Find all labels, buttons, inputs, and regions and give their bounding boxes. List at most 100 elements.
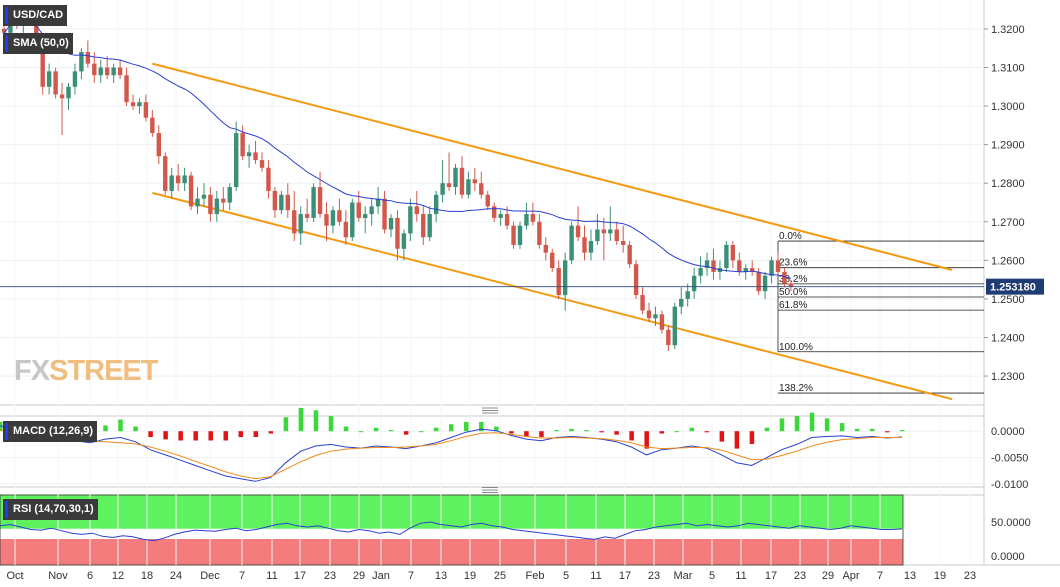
last-price-badge [986,278,1044,295]
time-tick-label: Mar [674,570,693,582]
candle-body [221,198,226,203]
candle [240,125,245,161]
candle [646,302,652,323]
candle [201,183,207,207]
candle [46,63,52,95]
candle [285,183,290,218]
candle [511,221,516,249]
rsi-oversold-zone [0,539,903,565]
candle-body [92,63,97,76]
candle-body [234,133,239,188]
candle [272,187,278,218]
candle [143,94,149,122]
candle [775,252,781,276]
channel-upper-line[interactable] [152,62,953,271]
rsi-color-marker [5,501,8,518]
candle-body [317,187,323,215]
macd-tick-label: -0.0050 [991,453,1028,465]
candle-body [782,271,787,284]
candle-body [240,133,245,157]
macd-histogram-bar [494,426,499,432]
time-tick-label: 19 [934,570,946,582]
candle-body [292,210,297,234]
candle-body [627,244,632,265]
channel-lower-line[interactable] [152,191,953,401]
candle [169,167,174,199]
macd-histogram-bar [208,431,213,441]
candle [408,198,413,242]
candle-body [137,102,142,107]
candle-body [691,275,697,292]
candle-body [227,187,232,203]
macd-histogram-bar [809,412,815,432]
macd-histogram-bar [253,431,259,437]
candle [401,229,407,261]
macd-histogram-bar [794,416,800,432]
macd-histogram-bar [884,431,890,433]
candle-body [704,260,710,269]
candle-body [498,214,503,218]
rsi-tick-label: 0.0000 [991,551,1025,563]
time-tick-label: 5 [563,570,569,582]
candle [156,125,161,164]
candle [730,241,736,269]
sma-legend[interactable]: SMA (50,0) [3,33,73,54]
candle-body [614,229,619,242]
candle [324,202,329,242]
macd-histogram-bar [599,431,604,433]
fib-level-label: 38.2% [779,274,807,285]
price-tick-label: 1.2300 [991,371,1025,383]
candle-body [672,306,677,346]
candle [640,287,645,315]
macd-histogram-bar [148,431,153,437]
candle-body [111,67,116,76]
candle [685,283,690,307]
macd-histogram-bar [869,428,875,432]
rsi-legend[interactable]: RSI (14,70,30,1) [3,499,98,520]
candle [524,202,529,230]
candle-body [537,221,542,245]
candle-body [201,194,207,199]
candle [259,152,265,172]
pane-resize-handle-1[interactable] [482,407,498,414]
price-tick-label: 1.2800 [991,178,1025,190]
candle-body [330,210,336,226]
price-tick-label: 1.3200 [991,24,1025,36]
macd-histogram-bar [839,423,845,432]
candle-body [595,229,600,242]
time-tick-label: Feb [526,570,545,582]
price-axis: 1.3200 1.3100 1.3000 1.2900 1.2800 1.2700 1.26… [984,24,1025,383]
candle-body [453,167,458,188]
candle [653,306,658,326]
candle-body [711,260,716,272]
candle [246,144,252,168]
candle-body [59,94,65,99]
candle [672,302,677,350]
candle [53,67,58,99]
candle-body [530,214,536,222]
time-tick-label: 25 [494,570,506,582]
candle-body [395,217,400,249]
candle [537,214,542,249]
macd-histogram-bar [464,421,469,432]
pane-resize-handle-2[interactable] [482,487,498,493]
candle-body [337,210,342,222]
time-tick-label: 29 [822,570,834,582]
macd-legend[interactable]: MACD (12,26,9) [3,421,98,442]
time-tick-label: 6 [87,570,93,582]
candle-body [446,183,452,188]
fib-level-label: 61.8% [779,300,807,311]
macd-histogram-bar [223,431,228,441]
candle [395,210,400,261]
macd-line [0,425,903,482]
candle [556,260,561,299]
candle [782,268,787,288]
candle [750,260,755,276]
candle-body [788,283,794,287]
macd-tick-label: -0.0100 [991,479,1028,491]
candle-body [414,206,419,215]
candle [479,171,484,199]
symbol-label[interactable]: USD/CAD [3,5,68,26]
macd-histogram-bar [163,431,168,440]
candle-body [363,214,368,218]
